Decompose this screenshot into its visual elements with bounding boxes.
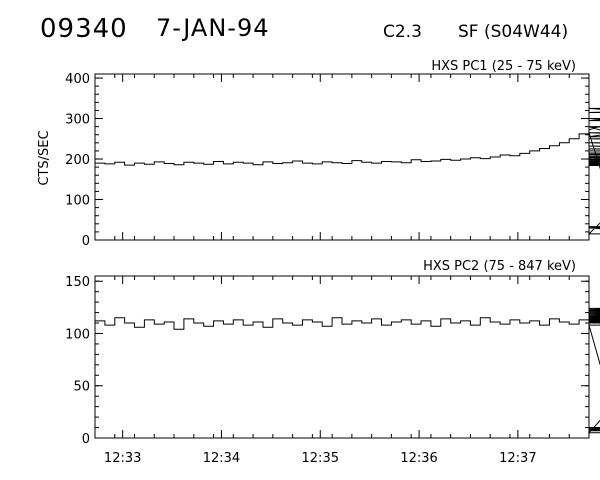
panel-1-series-line xyxy=(95,107,600,235)
x-tick-label: 12:34 xyxy=(203,451,240,466)
panel-1-ytick-label: 200 xyxy=(65,153,90,168)
panel-1-frame xyxy=(94,73,590,241)
panel-2-frame xyxy=(94,275,590,439)
panel-2-ytick-label: 150 xyxy=(65,275,90,290)
panel-1-ytick-label: 400 xyxy=(65,72,90,87)
panel-2-series-line xyxy=(95,307,600,434)
panel-1-ytick-label: 0 xyxy=(82,234,90,249)
event-date: 7-JAN-94 xyxy=(156,14,270,42)
x-tick-label: 12:37 xyxy=(499,451,536,466)
x-tick-label: 12:33 xyxy=(104,451,141,466)
event-id: 09340 xyxy=(40,14,128,44)
panel-1-ytick-label: 100 xyxy=(65,194,90,209)
panel-1-ytick-label: 300 xyxy=(65,113,90,128)
x-tick-label: 12:36 xyxy=(400,451,437,466)
panel-2-title: HXS PC2 (75 - 847 keV) xyxy=(423,259,576,274)
panel-2-ytick-label: 0 xyxy=(82,432,90,447)
flare-location: SF (S04W44) xyxy=(458,22,569,42)
panel-1-ylabel: CTS/SEC xyxy=(37,130,52,185)
panel-2-ytick-label: 50 xyxy=(73,380,90,395)
x-tick-label: 12:35 xyxy=(302,451,339,466)
panel-1-title: HXS PC1 (25 - 75 keV) xyxy=(431,59,576,74)
panel-2-ytick-label: 100 xyxy=(65,327,90,342)
flare-class: C2.3 xyxy=(383,22,422,42)
